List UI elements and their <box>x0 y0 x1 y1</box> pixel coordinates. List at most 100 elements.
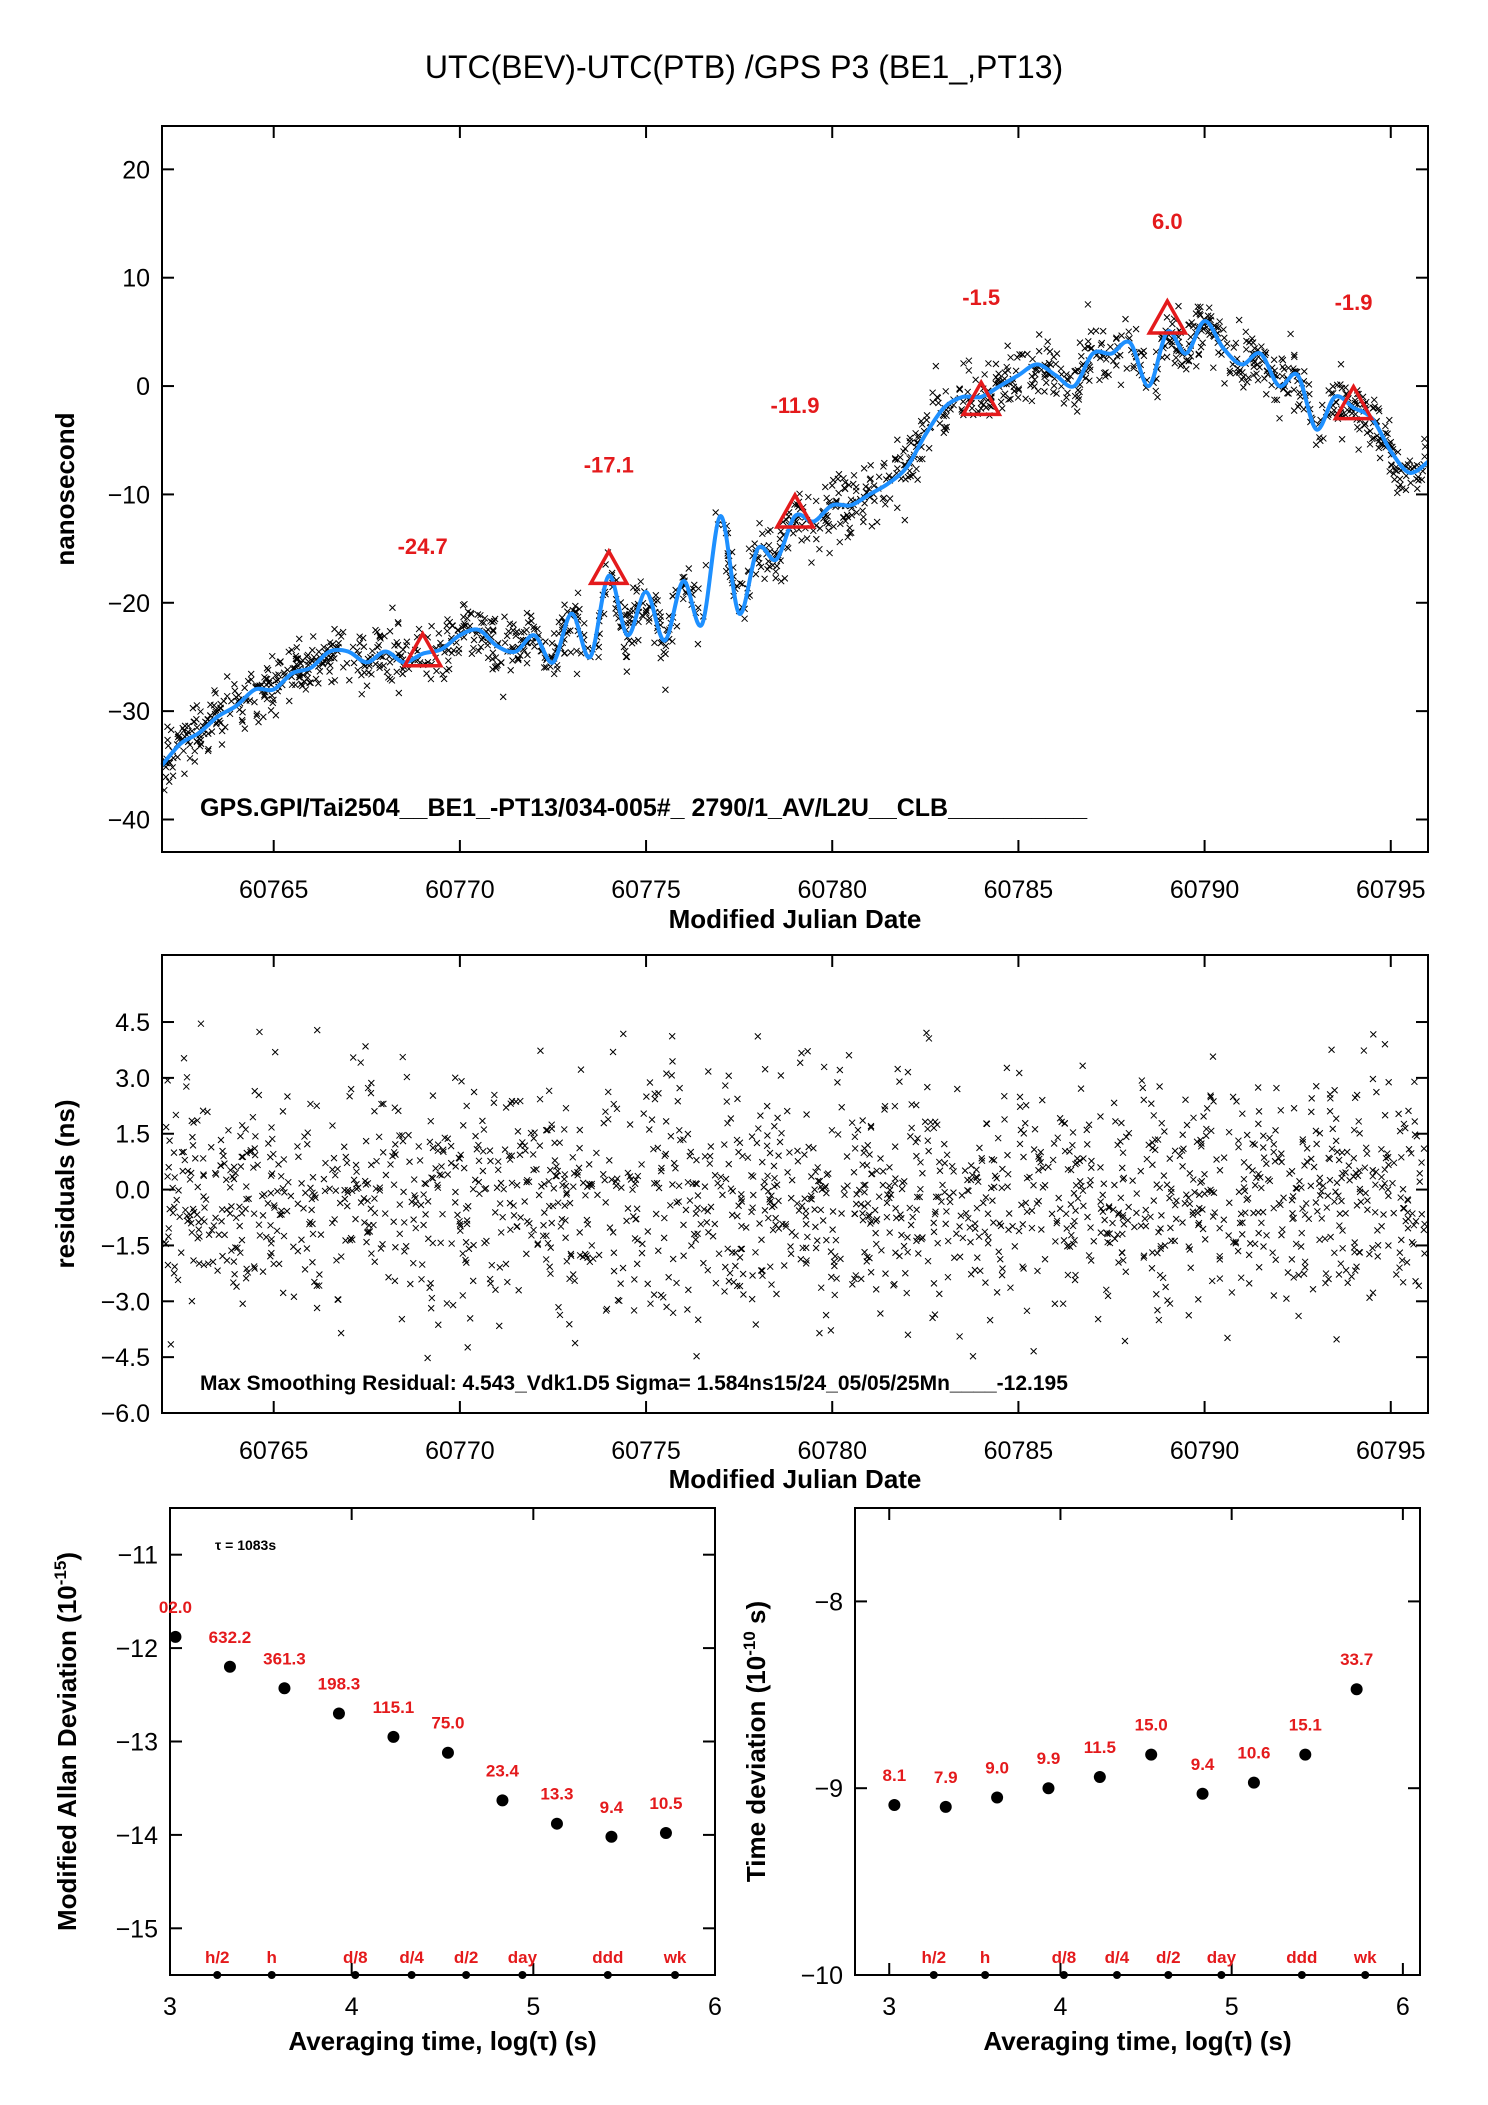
time-series-point <box>862 483 870 491</box>
residual-point <box>837 1255 844 1263</box>
residual-point <box>307 1184 314 1192</box>
residual-point <box>1338 1174 1346 1182</box>
time-series-point <box>1337 360 1345 368</box>
time-series-point <box>1285 390 1292 397</box>
time-series-point <box>1031 383 1038 390</box>
residual-point <box>1390 1209 1398 1217</box>
residual-point <box>459 1292 467 1299</box>
residual-point <box>814 1164 822 1171</box>
residual-point <box>1382 1154 1390 1162</box>
residual-point <box>1308 1094 1316 1102</box>
residual-point <box>1211 1209 1219 1216</box>
residual-point <box>1301 1162 1308 1169</box>
allan-deviation-y-tick-label: −12 <box>116 1635 158 1663</box>
time-series-point <box>292 681 299 689</box>
residuals-x-tick-label: 60775 <box>611 1437 681 1465</box>
residual-point <box>398 1315 406 1323</box>
residual-point <box>302 1189 309 1197</box>
residual-point <box>268 1235 275 1243</box>
time-series-point <box>929 398 937 406</box>
residual-point <box>724 1245 732 1253</box>
residual-point <box>496 1200 504 1207</box>
residual-point <box>930 1124 938 1132</box>
residual-point <box>757 1267 765 1274</box>
residual-point <box>1270 1204 1278 1212</box>
time-series-point <box>443 667 450 674</box>
time-series-point <box>1035 347 1043 355</box>
residual-point <box>1118 1164 1126 1172</box>
residual-point <box>1111 1181 1118 1189</box>
time-series-point <box>1060 399 1068 407</box>
residual-point <box>617 1184 625 1191</box>
residual-point <box>175 1187 182 1194</box>
residual-point <box>1236 1219 1244 1227</box>
residual-point <box>930 1228 938 1236</box>
residual-point <box>378 1100 385 1108</box>
interval-mark-label: h <box>267 1948 277 1967</box>
residual-point <box>482 1185 490 1192</box>
residual-point <box>454 1211 461 1219</box>
residual-point <box>1198 1206 1206 1213</box>
residual-point <box>786 1149 793 1156</box>
residual-point <box>328 1219 336 1227</box>
residual-point <box>942 1220 950 1228</box>
residual-point <box>212 1214 219 1222</box>
residual-point <box>1323 1204 1331 1211</box>
residual-point <box>563 1191 570 1198</box>
residual-point <box>1356 1185 1364 1193</box>
residual-point <box>222 1176 230 1184</box>
time-series-point <box>846 529 854 537</box>
residual-point <box>615 1297 623 1305</box>
time-series-point <box>1421 453 1429 460</box>
time-series-point <box>860 513 867 521</box>
time-series-point <box>1338 435 1346 443</box>
residual-point <box>775 1197 782 1205</box>
residual-point <box>1401 1124 1409 1132</box>
residual-point <box>640 1110 648 1117</box>
residuals-x-axis-label: Modified Julian Date <box>669 1464 922 1494</box>
residual-point <box>463 1217 471 1224</box>
residual-point <box>234 1244 241 1252</box>
residual-point <box>1384 1186 1392 1193</box>
residual-point <box>904 1331 912 1339</box>
residual-point <box>403 1073 411 1081</box>
time-series-point <box>375 641 383 649</box>
residual-point <box>669 1255 677 1263</box>
deviation-point <box>1093 1770 1106 1783</box>
time-series-point <box>1407 479 1414 487</box>
residual-point <box>353 1168 360 1176</box>
residual-point <box>1149 1139 1156 1147</box>
residual-point <box>654 1247 662 1255</box>
time-series-point <box>1320 435 1327 442</box>
time-series-point <box>503 632 511 640</box>
residual-point <box>823 1189 830 1197</box>
residual-point <box>199 1107 207 1115</box>
time-series-point <box>812 497 820 505</box>
residual-point <box>749 1191 757 1199</box>
time-series-point <box>1096 376 1103 384</box>
residual-point <box>1416 1170 1424 1177</box>
residual-point <box>793 1200 801 1207</box>
time-series-point <box>621 647 629 655</box>
residual-point <box>1129 1177 1136 1185</box>
residual-point <box>1245 1280 1253 1287</box>
residual-point <box>567 1252 575 1260</box>
time-series-point <box>359 634 367 642</box>
time-series-point <box>1325 387 1333 394</box>
residual-point <box>1288 1167 1296 1175</box>
residual-point <box>1251 1181 1259 1189</box>
residual-point <box>684 1130 692 1138</box>
residual-point <box>464 1344 472 1351</box>
residual-point <box>1118 1119 1125 1127</box>
residual-point <box>773 1290 780 1298</box>
time-series-point <box>751 540 759 547</box>
residual-point <box>973 1173 980 1181</box>
time-series-point <box>241 725 249 732</box>
residual-point <box>1182 1096 1189 1104</box>
residual-point <box>579 1253 587 1261</box>
time-series-point <box>1185 357 1193 364</box>
time-series-point <box>1377 440 1384 448</box>
time-series-y-tick-label: −20 <box>108 590 150 618</box>
residual-point <box>754 1033 762 1040</box>
residual-point <box>252 1132 259 1140</box>
